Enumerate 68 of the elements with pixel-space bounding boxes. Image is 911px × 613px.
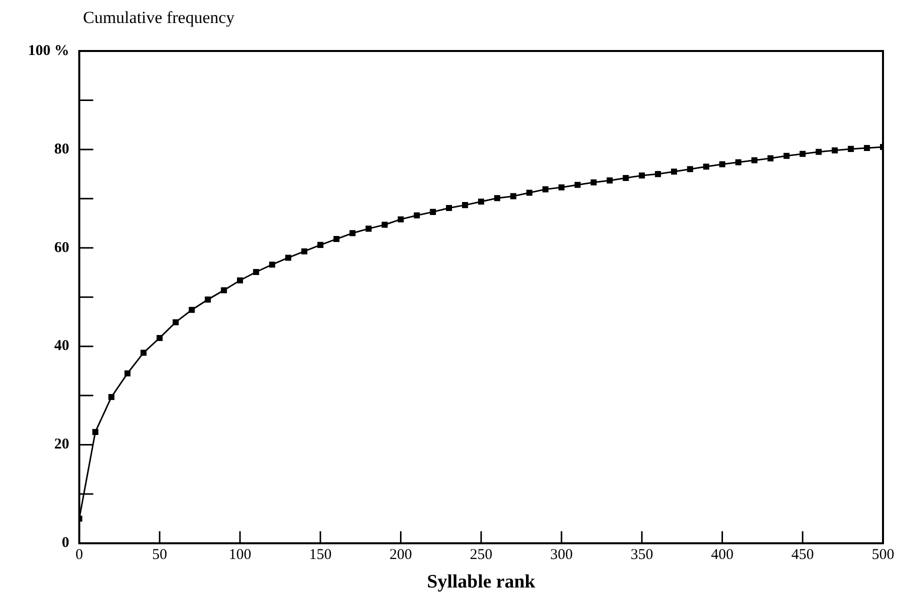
x-tick-label: 100 bbox=[228, 547, 252, 564]
point bbox=[719, 161, 726, 168]
point bbox=[478, 198, 484, 205]
point bbox=[462, 202, 468, 208]
point bbox=[446, 205, 452, 212]
y-tick-label: 60 bbox=[54, 240, 70, 256]
point bbox=[784, 152, 790, 159]
point bbox=[751, 157, 758, 164]
point bbox=[430, 208, 436, 215]
point bbox=[800, 150, 806, 157]
point bbox=[156, 334, 163, 341]
x-tick-label: 250 bbox=[470, 547, 492, 564]
point bbox=[622, 174, 629, 181]
point bbox=[382, 222, 388, 228]
point bbox=[220, 287, 227, 294]
point bbox=[574, 182, 581, 188]
point bbox=[204, 296, 211, 303]
point bbox=[269, 262, 276, 268]
point bbox=[671, 168, 678, 175]
point bbox=[735, 159, 742, 166]
y-tick-label: 80 bbox=[54, 141, 70, 158]
point bbox=[767, 155, 774, 162]
point bbox=[236, 277, 244, 284]
point bbox=[124, 370, 130, 376]
point bbox=[317, 242, 324, 248]
x-tick-label: 350 bbox=[630, 547, 654, 564]
point bbox=[848, 146, 854, 152]
y-tick-label: 40 bbox=[54, 338, 70, 354]
point bbox=[590, 179, 597, 186]
point bbox=[864, 144, 870, 151]
point bbox=[542, 186, 548, 192]
point bbox=[832, 147, 838, 154]
x-tick-label: 500 bbox=[872, 547, 894, 564]
point bbox=[816, 148, 822, 155]
point bbox=[414, 212, 420, 218]
point bbox=[350, 230, 356, 236]
point bbox=[108, 394, 114, 400]
point bbox=[172, 319, 179, 326]
y-tick-label: 0 bbox=[62, 535, 70, 552]
point bbox=[366, 226, 372, 232]
point bbox=[301, 248, 308, 254]
y-tick-label: 100 % bbox=[28, 42, 70, 59]
point bbox=[333, 236, 340, 242]
point bbox=[687, 166, 694, 172]
y-axis-title: Cumulative frequency bbox=[83, 8, 236, 29]
point bbox=[494, 195, 500, 202]
point bbox=[654, 171, 661, 178]
x-tick-label: 450 bbox=[791, 547, 814, 564]
y-tick-label: 20 bbox=[54, 436, 70, 453]
x-tick-label: 150 bbox=[309, 547, 332, 564]
point bbox=[398, 216, 404, 222]
point bbox=[285, 254, 292, 261]
x-tick-label: 300 bbox=[550, 547, 573, 564]
point bbox=[558, 184, 565, 190]
x-tick-label: 400 bbox=[711, 547, 734, 564]
point bbox=[253, 268, 260, 276]
point bbox=[92, 428, 98, 435]
x-axis-title: Syllable rank bbox=[427, 572, 536, 593]
x-tick-label: 50 bbox=[152, 547, 168, 564]
x-tick-label: 200 bbox=[390, 547, 412, 564]
x-tick-label: 0 bbox=[76, 547, 83, 564]
point bbox=[188, 306, 195, 313]
point bbox=[510, 193, 516, 200]
point bbox=[638, 172, 645, 179]
point bbox=[703, 164, 710, 170]
point bbox=[140, 350, 147, 356]
point bbox=[526, 190, 532, 196]
point bbox=[606, 177, 613, 184]
